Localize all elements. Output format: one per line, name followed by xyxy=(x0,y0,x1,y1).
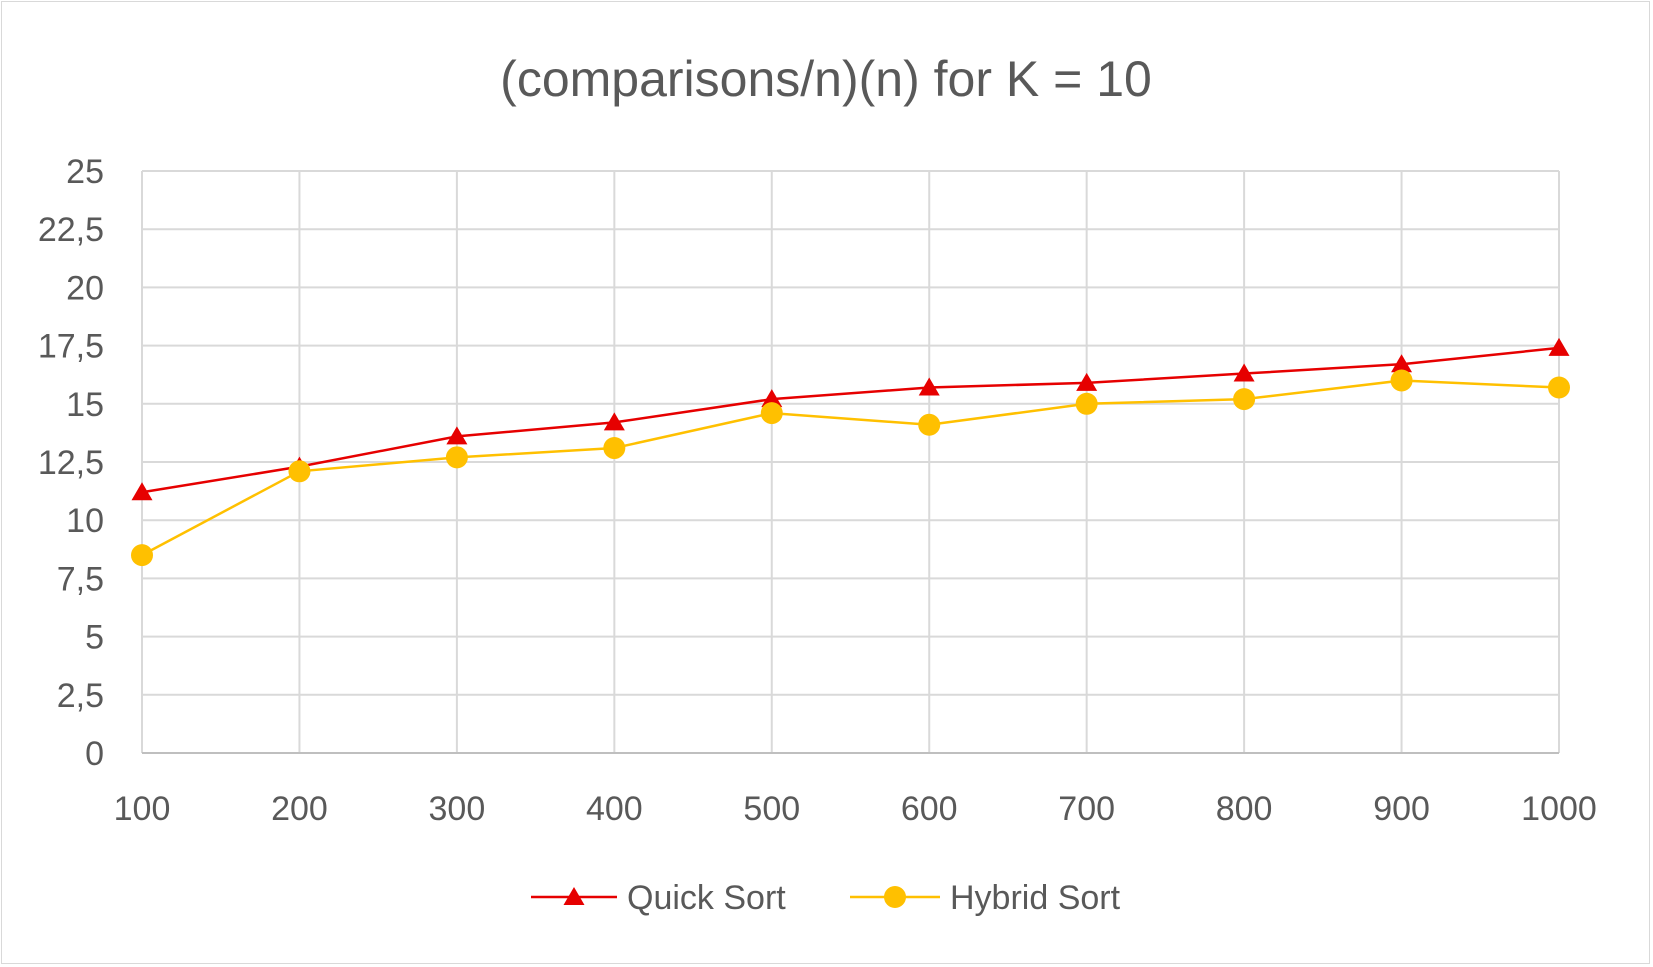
y-tick-label: 22,5 xyxy=(38,211,104,249)
y-tick-label: 0 xyxy=(85,735,104,773)
y-tick-label: 2,5 xyxy=(57,677,104,715)
data-point[interactable] xyxy=(918,377,940,396)
legend-label: Quick Sort xyxy=(627,879,786,917)
y-tick-label: 12,5 xyxy=(38,444,104,482)
x-tick-label: 900 xyxy=(1373,790,1430,828)
data-point[interactable] xyxy=(1390,369,1413,392)
data-point[interactable] xyxy=(760,402,783,425)
x-tick-label: 1000 xyxy=(1521,790,1597,828)
series-hybrid-sort xyxy=(131,369,1570,567)
series-group xyxy=(131,337,1570,567)
data-point[interactable] xyxy=(1233,388,1256,411)
y-tick-label: 5 xyxy=(85,619,104,657)
x-tick-label: 100 xyxy=(114,790,171,828)
legend-item[interactable]: Quick Sort xyxy=(531,879,786,917)
x-tick-label: 200 xyxy=(271,790,328,828)
legend[interactable]: Quick Sort Hybrid Sort xyxy=(531,879,1121,917)
legend-item[interactable]: Hybrid Sort xyxy=(850,879,1121,917)
data-point[interactable] xyxy=(603,412,625,431)
chart-title: (comparisons/n)(n) for K = 10 xyxy=(500,51,1152,107)
x-axis-ticks: 100 200 300 400 500 600 700 800 900 1000 xyxy=(114,790,1597,828)
data-point[interactable] xyxy=(603,437,626,460)
data-point[interactable] xyxy=(1548,337,1570,356)
data-point[interactable] xyxy=(131,482,153,501)
y-tick-label: 25 xyxy=(66,153,104,191)
x-tick-label: 500 xyxy=(743,790,800,828)
data-point[interactable] xyxy=(1076,372,1098,391)
y-tick-label: 15 xyxy=(66,386,104,424)
series-line xyxy=(141,346,1560,494)
x-tick-label: 400 xyxy=(586,790,643,828)
x-tick-label: 700 xyxy=(1058,790,1115,828)
data-point[interactable] xyxy=(446,426,468,445)
grid xyxy=(141,170,1560,754)
legend-marker xyxy=(563,887,585,905)
data-point[interactable] xyxy=(1548,376,1570,399)
data-point[interactable] xyxy=(918,413,941,436)
x-tick-label: 300 xyxy=(429,790,486,828)
legend-label: Hybrid Sort xyxy=(950,879,1121,917)
data-point[interactable] xyxy=(761,389,783,408)
x-tick-label: 600 xyxy=(901,790,958,828)
y-axis-ticks: 0 2,5 5 7,5 10 12,5 15 17,5 20 22,5 25 xyxy=(38,153,104,773)
data-point[interactable] xyxy=(1391,354,1413,373)
legend-marker xyxy=(884,886,906,908)
data-point[interactable] xyxy=(1075,392,1098,415)
y-tick-label: 17,5 xyxy=(38,328,104,366)
data-point[interactable] xyxy=(288,460,311,483)
x-tick-label: 800 xyxy=(1216,790,1273,828)
data-point[interactable] xyxy=(131,544,153,567)
series-line xyxy=(141,379,1560,557)
y-tick-label: 20 xyxy=(66,269,104,307)
y-tick-label: 7,5 xyxy=(57,560,104,598)
data-point[interactable] xyxy=(445,446,468,469)
data-point[interactable] xyxy=(1233,363,1255,382)
y-tick-label: 10 xyxy=(66,502,104,540)
